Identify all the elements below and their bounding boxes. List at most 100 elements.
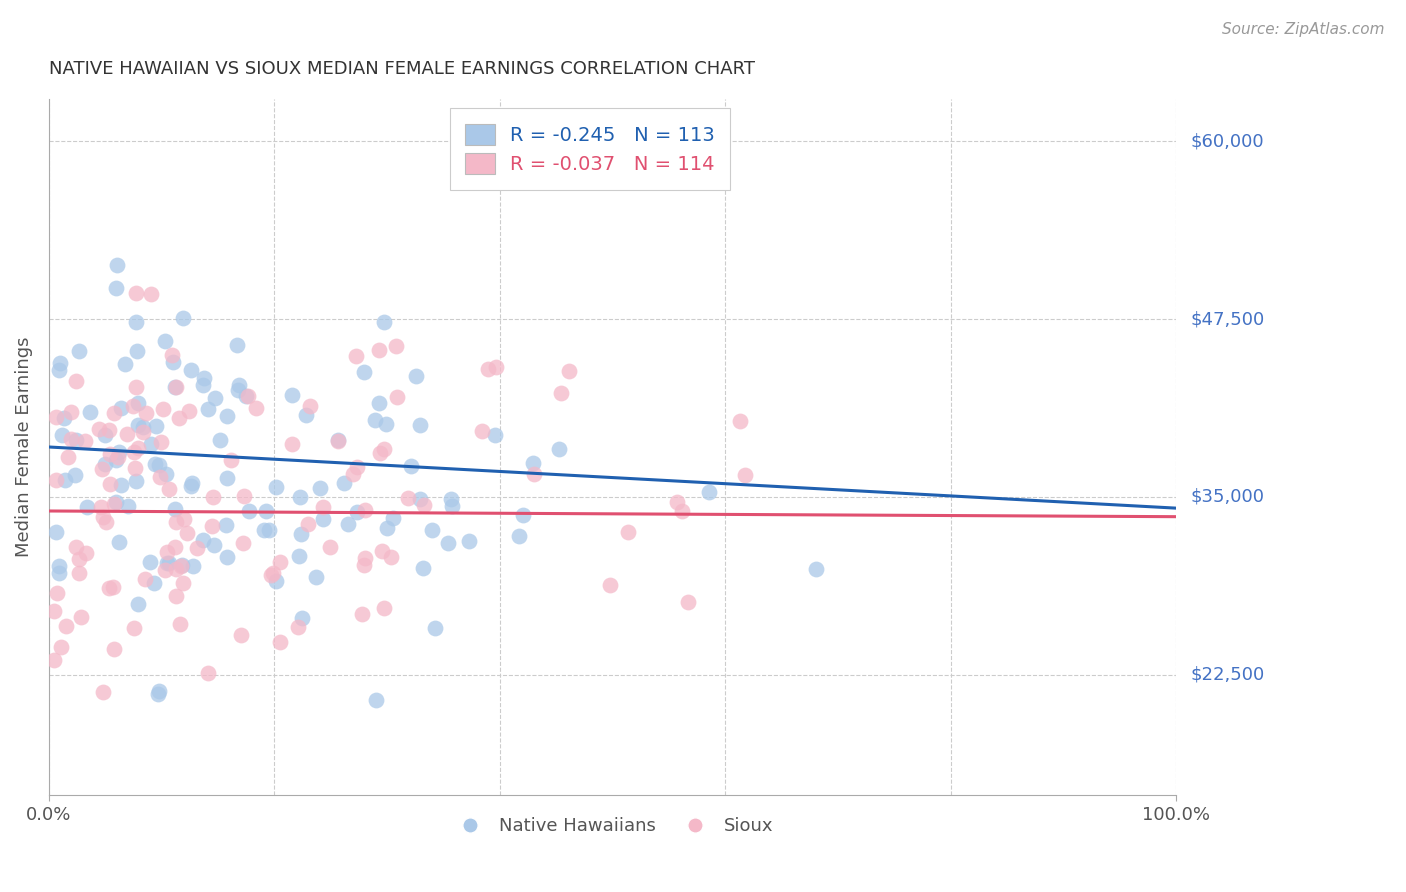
Text: Source: ZipAtlas.com: Source: ZipAtlas.com <box>1222 22 1385 37</box>
Point <box>599 578 621 592</box>
Point <box>157 556 180 570</box>
Point <box>264 574 287 588</box>
Point <box>294 409 316 423</box>
Point <box>125 285 148 300</box>
Point <box>48 558 70 573</box>
Point <box>76 500 98 515</box>
Point <box>122 400 145 414</box>
Point <box>180 363 202 377</box>
Point <box>288 490 311 504</box>
Point <box>281 388 304 402</box>
Point <box>269 634 291 648</box>
Point <box>165 380 187 394</box>
Point <box>319 540 342 554</box>
Point <box>423 621 446 635</box>
Point <box>484 428 506 442</box>
Point <box>512 508 534 522</box>
Point <box>484 359 506 374</box>
Point <box>260 567 283 582</box>
Point <box>440 491 463 506</box>
Point <box>65 434 87 448</box>
Point <box>55 473 77 487</box>
Point <box>208 433 231 447</box>
Point <box>238 389 260 403</box>
Point <box>60 432 83 446</box>
Point <box>191 533 214 547</box>
Point <box>48 566 70 580</box>
Point <box>135 406 157 420</box>
Point <box>108 445 131 459</box>
Point <box>55 619 77 633</box>
Point <box>149 435 172 450</box>
Point <box>155 467 177 481</box>
Point <box>281 437 304 451</box>
Point <box>51 427 73 442</box>
Point <box>326 434 349 448</box>
Point <box>344 350 367 364</box>
Point <box>79 405 101 419</box>
Point <box>70 610 93 624</box>
Point <box>508 529 530 543</box>
Point <box>382 511 405 525</box>
Point <box>156 544 179 558</box>
Point <box>96 516 118 530</box>
Point <box>245 401 267 415</box>
Point <box>42 653 65 667</box>
Point <box>225 338 247 352</box>
Point <box>287 549 309 563</box>
Point <box>370 544 392 558</box>
Point <box>254 504 277 518</box>
Point <box>117 499 139 513</box>
Point <box>98 447 121 461</box>
Point <box>287 620 309 634</box>
Point <box>342 467 364 481</box>
Point <box>193 371 215 385</box>
Point <box>165 562 187 576</box>
Point <box>172 576 194 591</box>
Point <box>346 459 368 474</box>
Point <box>67 566 90 580</box>
Point <box>665 494 688 508</box>
Point <box>56 450 79 465</box>
Point <box>368 343 391 358</box>
Point <box>132 425 155 439</box>
Point <box>181 558 204 573</box>
Point <box>269 555 291 569</box>
Point <box>253 523 276 537</box>
Point <box>89 500 111 514</box>
Point <box>228 384 250 398</box>
Point <box>165 589 187 603</box>
Point <box>93 509 115 524</box>
Point <box>156 556 179 570</box>
Point <box>186 541 208 555</box>
Point <box>65 541 87 555</box>
Text: NATIVE HAWAIIAN VS SIOUX MEDIAN FEMALE EARNINGS CORRELATION CHART: NATIVE HAWAIIAN VS SIOUX MEDIAN FEMALE E… <box>49 60 755 78</box>
Point <box>149 469 172 483</box>
Point <box>353 365 375 379</box>
Point <box>141 437 163 451</box>
Point <box>373 315 395 329</box>
Point <box>437 536 460 550</box>
Point <box>107 450 129 464</box>
Point <box>146 687 169 701</box>
Point <box>375 521 398 535</box>
Point <box>44 604 66 618</box>
Point <box>139 555 162 569</box>
Point <box>697 485 720 500</box>
Legend: Native Hawaiians, Sioux: Native Hawaiians, Sioux <box>444 810 780 842</box>
Point <box>257 523 280 537</box>
Point <box>176 526 198 541</box>
Point <box>326 433 349 447</box>
Point <box>191 378 214 392</box>
Point <box>412 561 434 575</box>
Point <box>676 595 699 609</box>
Text: $22,500: $22,500 <box>1191 665 1264 683</box>
Point <box>127 418 149 433</box>
Point <box>45 409 67 424</box>
Point <box>153 563 176 577</box>
Point <box>228 377 250 392</box>
Point <box>124 460 146 475</box>
Point <box>440 499 463 513</box>
Point <box>354 502 377 516</box>
Point <box>97 581 120 595</box>
